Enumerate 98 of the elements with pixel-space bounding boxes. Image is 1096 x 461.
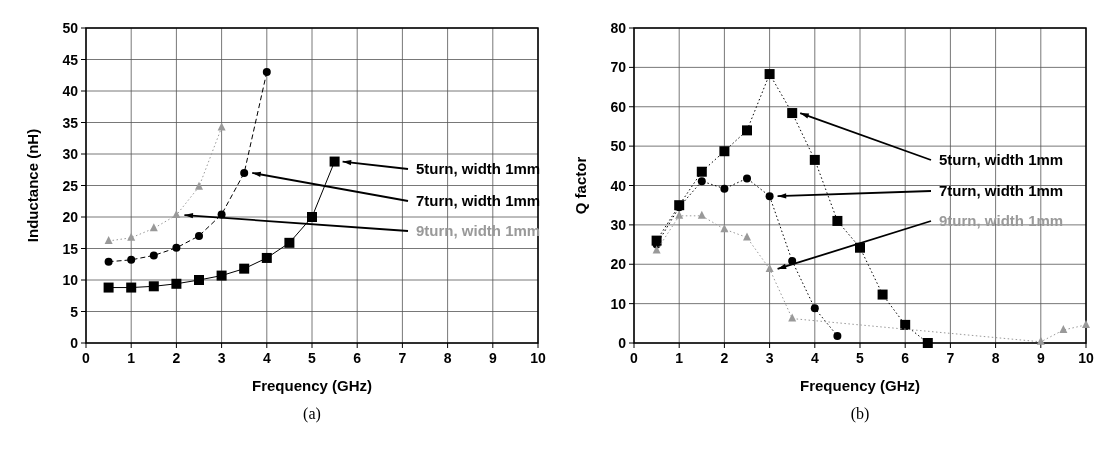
text: (b) <box>850 405 870 423</box>
point <box>697 177 706 186</box>
point <box>809 154 820 165</box>
y-tick-label: 80 <box>610 20 627 36</box>
point <box>127 255 136 264</box>
point <box>104 257 113 266</box>
point <box>675 210 684 219</box>
x-tick-label: 1 <box>127 350 136 366</box>
point <box>696 166 707 177</box>
x-tick-label: 5 <box>308 350 317 366</box>
point <box>329 156 340 167</box>
y-tick-label: 20 <box>610 256 627 273</box>
point <box>742 125 752 136</box>
x-tick-label: 8 <box>443 350 452 366</box>
x-tick-label: 4 <box>262 350 271 366</box>
y-tick-label: 60 <box>610 98 627 115</box>
point <box>922 338 933 348</box>
y-tick-label: 50 <box>62 20 79 36</box>
point <box>172 210 181 219</box>
point <box>149 251 158 260</box>
point <box>1059 325 1068 334</box>
point <box>719 146 730 157</box>
point <box>720 224 729 233</box>
point <box>216 270 227 281</box>
point <box>127 232 136 241</box>
point <box>171 278 182 289</box>
y-tick-label: 10 <box>62 272 79 288</box>
point <box>240 168 249 177</box>
y-axis-title: Inductance (nH) <box>24 128 41 243</box>
x-tick-label: 9 <box>488 350 497 366</box>
y-tick-label: 30 <box>62 146 79 162</box>
x-tick-label: 9 <box>1036 350 1045 366</box>
x-tick-label: 7 <box>946 350 955 366</box>
y-tick-label: 25 <box>62 177 79 194</box>
point <box>765 192 774 201</box>
y-tick-label: 30 <box>610 216 627 233</box>
point <box>787 108 798 119</box>
point <box>743 232 751 241</box>
point <box>261 252 272 263</box>
point <box>810 304 819 313</box>
point <box>103 282 114 293</box>
x-tick-label: 3 <box>217 350 226 366</box>
x-tick-label: 2 <box>172 350 181 366</box>
x-tick-label: 10 <box>1078 350 1094 366</box>
point <box>1082 319 1090 328</box>
x-tick-label: 6 <box>901 350 910 366</box>
x-tick-label: 8 <box>991 350 1000 366</box>
point <box>307 212 317 222</box>
y-tick-label: 35 <box>62 114 79 131</box>
point <box>172 243 181 252</box>
point <box>720 184 729 193</box>
point <box>194 275 204 285</box>
y-tick-label: 20 <box>62 209 79 225</box>
x-tick-label: 0 <box>82 350 91 366</box>
x-tick-label: 2 <box>720 350 729 366</box>
y-tick-label: 0 <box>70 335 79 351</box>
x-tick-label: 6 <box>353 350 362 366</box>
point <box>148 281 159 292</box>
y-tick-label: 40 <box>62 83 79 99</box>
y-tick-label: 0 <box>618 335 627 351</box>
point <box>217 122 226 131</box>
point <box>104 235 113 244</box>
text: (a) <box>303 405 321 423</box>
point <box>239 263 250 274</box>
point <box>195 231 203 240</box>
point <box>832 215 843 226</box>
point <box>765 263 774 272</box>
point <box>195 181 203 190</box>
x-tick-label: 4 <box>810 350 819 366</box>
y-axis-title: Q factor <box>572 156 589 215</box>
x-tick-label: 0 <box>630 350 639 366</box>
y-tick-label: 40 <box>610 177 627 194</box>
point <box>284 237 295 248</box>
x-tick-label: 3 <box>765 350 774 366</box>
y-tick-label: 50 <box>610 138 627 155</box>
y-tick-label: 10 <box>610 295 627 312</box>
x-tick-label: 1 <box>675 350 684 366</box>
point <box>764 69 775 80</box>
point <box>833 331 842 340</box>
x-axis-title: Frequency (GHz) <box>251 377 373 394</box>
y-tick-label: 70 <box>610 59 627 76</box>
x-tick-label: 10 <box>530 350 546 366</box>
point <box>126 282 137 293</box>
text: 7turn, width 1mm <box>939 182 1064 199</box>
x-axis-title: Frequency (GHz) <box>799 377 921 394</box>
point <box>788 313 797 322</box>
y-tick-label: 45 <box>62 51 79 68</box>
y-tick-label: 15 <box>62 240 79 257</box>
point <box>262 68 271 77</box>
x-tick-label: 5 <box>856 350 865 366</box>
text: 5turn, width 1mm <box>939 151 1064 168</box>
point <box>697 210 706 219</box>
point <box>900 319 911 330</box>
point <box>743 174 751 183</box>
point <box>1036 336 1045 345</box>
point <box>877 289 888 300</box>
y-tick-label: 5 <box>70 303 79 320</box>
x-tick-label: 7 <box>398 350 407 366</box>
